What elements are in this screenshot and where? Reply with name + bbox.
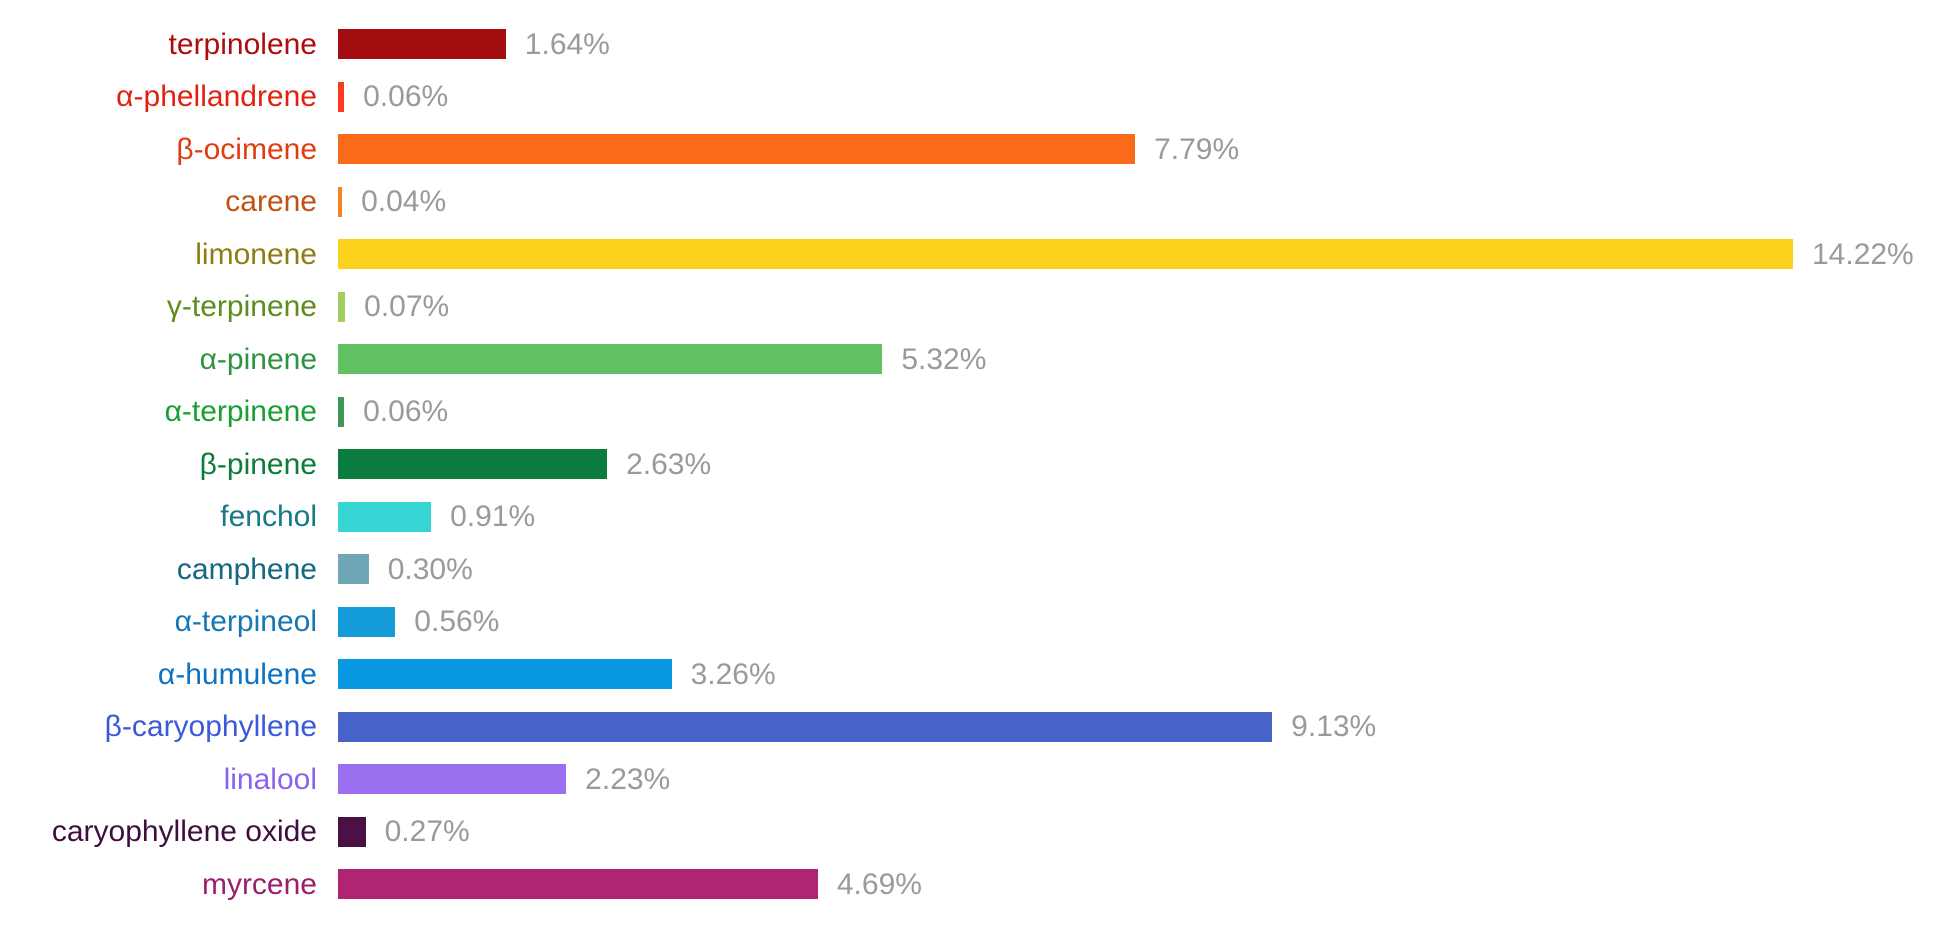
category-label: limonene <box>195 237 317 271</box>
bar <box>338 711 1273 742</box>
chart-row: α-terpinene 0.06% <box>0 386 1958 439</box>
value-label: 9.13% <box>1291 710 1377 744</box>
value-label: 0.04% <box>361 185 447 219</box>
chart-row: terpinolene 1.64% <box>0 18 1958 71</box>
chart-row: carene 0.04% <box>0 176 1958 229</box>
bar-track: 0.27% <box>338 815 1958 848</box>
value-label: 5.32% <box>901 342 987 376</box>
bar-track: 3.26% <box>338 658 1958 691</box>
bar <box>338 291 346 322</box>
bar <box>338 554 369 585</box>
category-label: α-terpineol <box>174 605 317 639</box>
bar <box>338 501 432 532</box>
bar-track: 1.64% <box>338 28 1958 61</box>
chart-row: α-pinene 5.32% <box>0 333 1958 386</box>
bar-track: 0.07% <box>338 290 1958 323</box>
bar <box>338 816 366 847</box>
category-label: myrcene <box>201 867 317 901</box>
chart-row: myrcene 4.69% <box>0 858 1958 911</box>
bar-track: 0.56% <box>338 605 1958 638</box>
category-label: linalool <box>223 762 317 796</box>
bar <box>338 659 672 690</box>
chart-row: linalool 2.23% <box>0 753 1958 806</box>
chart-row: α-terpineol 0.56% <box>0 596 1958 649</box>
chart-row: β-pinene 2.63% <box>0 438 1958 491</box>
chart-row: β-caryophyllene 9.13% <box>0 701 1958 754</box>
bar <box>338 869 818 900</box>
value-label: 2.23% <box>585 762 671 796</box>
category-label: carene <box>225 185 317 219</box>
value-label: 2.63% <box>626 447 712 481</box>
chart-row: limonene 14.22% <box>0 228 1958 281</box>
chart-rows: terpinolene 1.64% α-phellandrene 0.06% β… <box>0 18 1958 911</box>
bar <box>338 239 1793 270</box>
bar-track: 4.69% <box>338 868 1958 901</box>
bar-track: 2.23% <box>338 763 1958 796</box>
value-label: 3.26% <box>690 657 776 691</box>
value-label: 0.06% <box>363 80 449 114</box>
category-label: β-ocimene <box>176 132 317 166</box>
bar <box>338 764 567 795</box>
chart-row: caryophyllene oxide 0.27% <box>0 806 1958 859</box>
value-label: 0.06% <box>363 395 449 429</box>
value-label: 0.91% <box>450 500 536 534</box>
value-label: 0.56% <box>414 605 500 639</box>
bar <box>338 134 1136 165</box>
bar-track: 7.79% <box>338 133 1958 166</box>
bar <box>338 186 343 217</box>
value-label: 1.64% <box>524 27 610 61</box>
bar-track: 9.13% <box>338 710 1958 743</box>
value-label: 14.22% <box>1811 237 1914 271</box>
bar-track: 0.91% <box>338 500 1958 533</box>
category-label: terpinolene <box>168 27 317 61</box>
chart-row: fenchol 0.91% <box>0 491 1958 544</box>
category-label: β-pinene <box>199 447 317 481</box>
category-label: γ-terpinene <box>166 290 317 324</box>
bar <box>338 449 608 480</box>
bar <box>338 606 396 637</box>
bar <box>338 344 883 375</box>
value-label: 0.07% <box>364 290 450 324</box>
bar <box>338 396 345 427</box>
bar <box>338 29 506 60</box>
bar-track: 0.30% <box>338 553 1958 586</box>
bar-track: 2.63% <box>338 448 1958 481</box>
chart-row: α-humulene 3.26% <box>0 648 1958 701</box>
bar-track: 5.32% <box>338 343 1958 376</box>
chart-row: β-ocimene 7.79% <box>0 123 1958 176</box>
value-label: 0.30% <box>387 552 473 586</box>
category-label: caryophyllene oxide <box>51 815 317 849</box>
bar-track: 0.06% <box>338 80 1958 113</box>
category-label: α-humulene <box>157 657 317 691</box>
value-label: 4.69% <box>836 867 922 901</box>
category-label: α-phellandrene <box>116 80 317 114</box>
chart-row: camphene 0.30% <box>0 543 1958 596</box>
chart-row: γ-terpinene 0.07% <box>0 281 1958 334</box>
chart-row: α-phellandrene 0.06% <box>0 71 1958 124</box>
category-label: α-terpinene <box>164 395 317 429</box>
value-label: 7.79% <box>1154 132 1240 166</box>
bar-track: 0.04% <box>338 185 1958 218</box>
value-label: 0.27% <box>384 815 470 849</box>
category-label: camphene <box>176 552 317 586</box>
bar-track: 0.06% <box>338 395 1958 428</box>
bar <box>338 81 345 112</box>
category-label: β-caryophyllene <box>104 710 317 744</box>
category-label: α-pinene <box>199 342 317 376</box>
bar-track: 14.22% <box>338 238 1958 271</box>
category-label: fenchol <box>220 500 317 534</box>
